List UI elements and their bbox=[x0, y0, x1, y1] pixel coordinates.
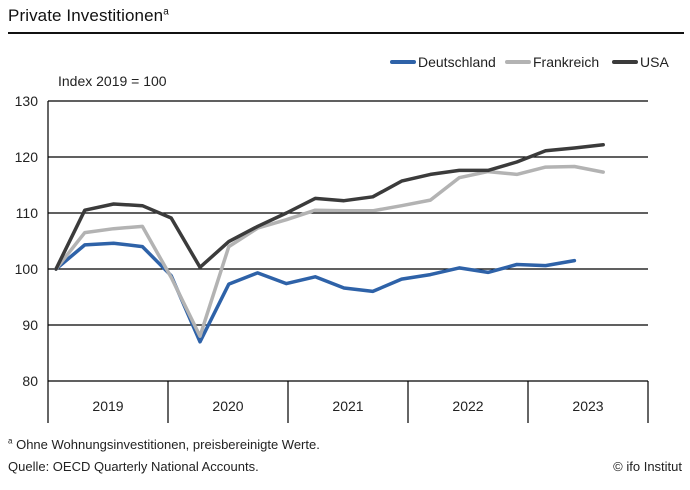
line-chart: 80 90 100 110 120 130 2019 2020 2021 2022 2023 Deu… bbox=[15, 54, 669, 423]
legend-label: Frankreich bbox=[533, 54, 599, 70]
x-tick-label: 2022 bbox=[452, 398, 483, 414]
series-line-frankreich bbox=[54, 164, 605, 338]
y-tick-label: 110 bbox=[16, 205, 39, 221]
series-usa bbox=[54, 142, 605, 271]
y-tick-label: 130 bbox=[15, 93, 39, 109]
footnote-text: Ohne Wohnungsinvestitionen, preisbereini… bbox=[16, 437, 320, 452]
source-note: Quelle: OECD Quarterly National Accounts… bbox=[8, 459, 259, 474]
title-rule bbox=[8, 32, 684, 34]
copyright: © ifo Institut bbox=[613, 459, 682, 474]
series-frankreich bbox=[54, 164, 605, 338]
legend-item-usa: USA bbox=[612, 54, 669, 70]
legend-label: Deutschland bbox=[418, 54, 496, 70]
footnote: a Ohne Wohnungsinvestitionen, preisberei… bbox=[8, 437, 320, 452]
y-tick-label: 80 bbox=[22, 373, 38, 389]
x-tick-label: 2019 bbox=[92, 398, 123, 414]
footnote-mark: a bbox=[8, 436, 13, 446]
x-tick-label: 2023 bbox=[572, 398, 603, 414]
title-footnote-mark: a bbox=[163, 6, 169, 18]
y-tick-label: 100 bbox=[15, 261, 39, 277]
legend-label: USA bbox=[640, 54, 669, 70]
x-tick-label: 2021 bbox=[332, 398, 363, 414]
y-tick-label: 90 bbox=[22, 317, 38, 333]
legend-item-deutschland: Deutschland bbox=[390, 54, 496, 70]
series-deutschland bbox=[54, 241, 577, 344]
legend-item-frankreich: Frankreich bbox=[505, 54, 599, 70]
index-annotation: Index 2019 = 100 bbox=[58, 73, 167, 89]
series-line-deutschland bbox=[54, 241, 577, 344]
y-tick-label: 120 bbox=[15, 149, 39, 165]
x-tick-label: 2020 bbox=[212, 398, 243, 414]
series-line-usa bbox=[54, 142, 605, 271]
chart-title: Private Investitionena bbox=[8, 6, 169, 25]
